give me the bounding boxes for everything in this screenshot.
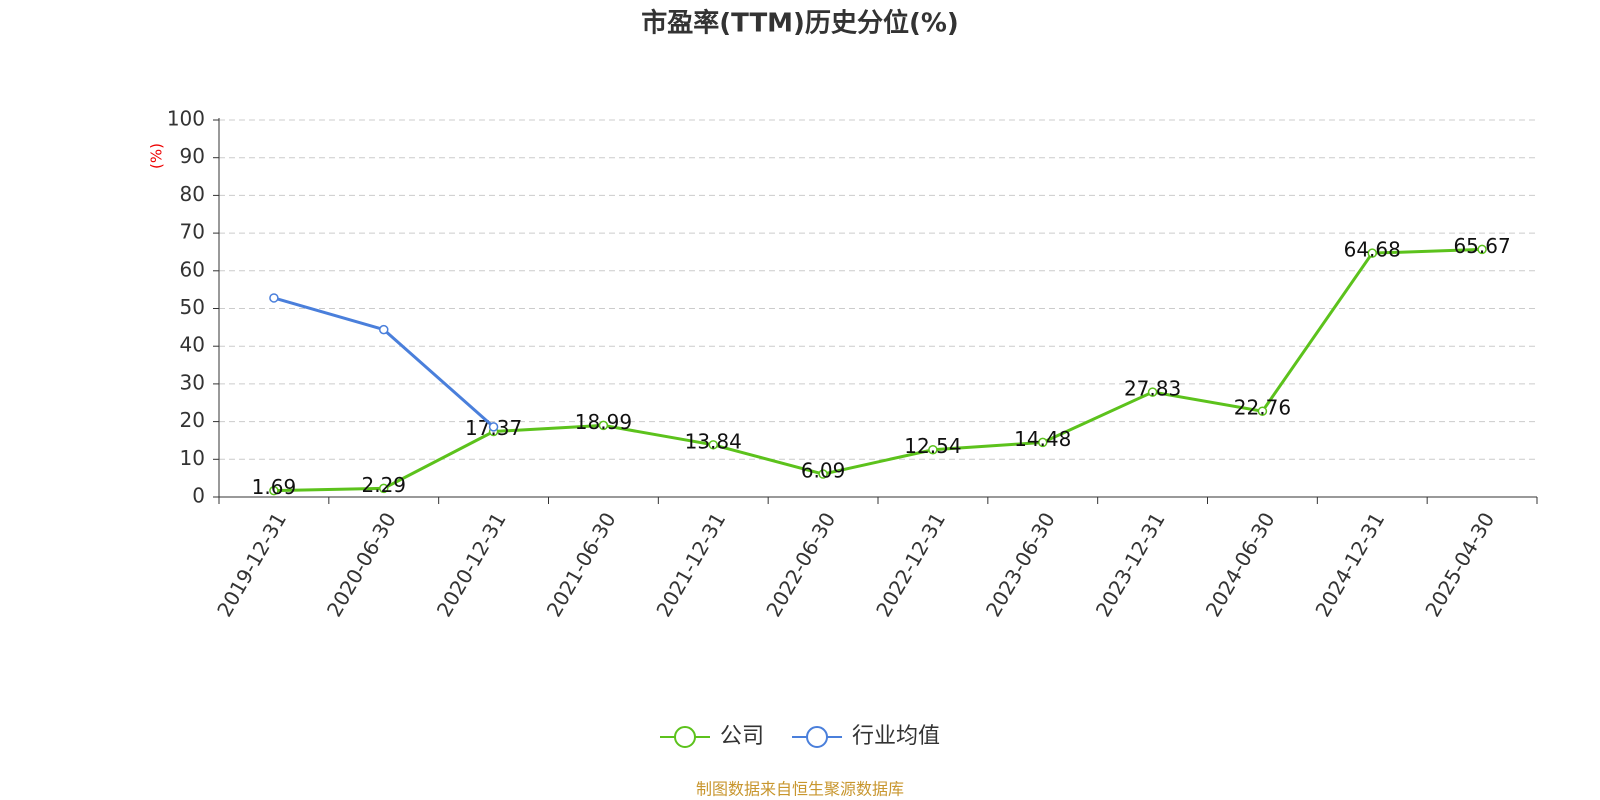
data-label: 2.29 [361,473,406,497]
data-point [379,483,389,494]
data-point [1477,244,1487,255]
data-point [1367,248,1377,258]
y-tick-label: 10 [180,446,205,470]
data-label: 12.54 [904,434,961,458]
data-point [818,469,828,479]
x-tick-label: 2022-06-30 [761,508,840,621]
y-tick-label: 0 [192,484,205,508]
data-label: 13.84 [685,429,742,453]
data-label: 22.76 [1234,396,1291,420]
data-label: 6.09 [801,459,846,483]
legend-marker [674,726,696,748]
x-tick-label: 2024-06-30 [1201,508,1280,621]
x-tick-label: 2020-06-30 [322,508,401,621]
data-label: 18.99 [575,410,632,434]
data-point [379,324,389,335]
x-tick-label: 2020-12-31 [432,508,511,621]
legend-label: 公司 [720,724,764,749]
x-tick-label: 2023-12-31 [1091,508,1170,621]
chart-title: 市盈率(TTM)历史分位(%) [641,8,959,39]
data-label: 14.48 [1014,427,1071,451]
data-label: 64.68 [1344,238,1401,262]
y-tick-label: 50 [180,295,205,319]
x-tick-label: 2025-04-30 [1420,508,1499,621]
data-point [1038,437,1048,448]
x-tick-label: 2022-12-31 [871,508,950,621]
source-note: 制图数据来自恒生聚源数据库 [696,780,904,799]
x-tick-label: 2021-06-30 [542,508,621,621]
data-point [928,444,938,455]
y-tick-label: 100 [167,107,205,131]
data-point [488,422,499,432]
data-label: 27.83 [1124,377,1181,401]
data-point [1257,406,1268,416]
legend-label: 行业均值 [852,724,940,749]
data-point [598,420,609,431]
y-tick-label: 90 [180,144,205,168]
data-point [708,440,718,450]
y-axis-label: (%) [148,143,166,169]
series-line [273,247,1483,493]
x-tick-label: 2021-12-31 [651,508,730,621]
data-point [1147,387,1158,397]
series-line [273,296,495,429]
y-tick-label: 60 [180,257,205,281]
y-tick-label: 70 [180,220,205,244]
x-tick-label: 2019-12-31 [212,508,291,621]
x-tick-label: 2024-12-31 [1310,508,1389,621]
data-label: 65.67 [1453,234,1510,258]
legend-marker [806,726,829,748]
x-tick-label: 2023-06-30 [981,508,1060,621]
data-label: 1.69 [252,475,297,499]
data-point [269,485,279,496]
data-point [269,293,279,303]
y-tick-label: 30 [180,370,205,394]
y-tick-label: 80 [180,182,205,206]
y-tick-label: 40 [180,333,205,357]
y-tick-label: 20 [180,408,205,432]
